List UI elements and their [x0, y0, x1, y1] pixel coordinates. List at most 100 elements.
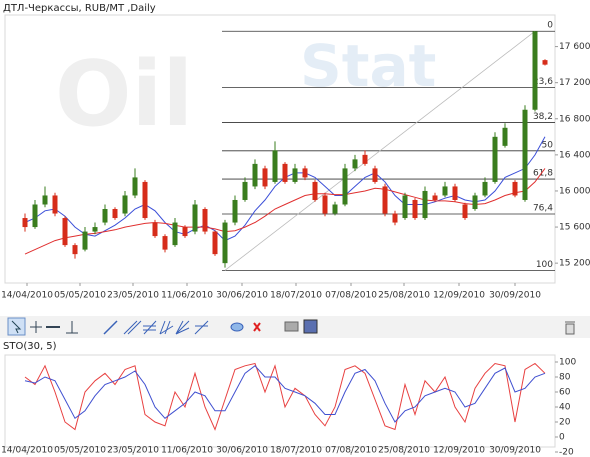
candle-body	[532, 31, 538, 110]
tool-fan[interactable]	[159, 320, 174, 335]
y-tick-label: 17 200	[559, 78, 590, 88]
candle-body	[372, 168, 378, 182]
tool-trash[interactable]	[565, 321, 575, 335]
candle-body	[542, 60, 548, 65]
candle-body	[382, 186, 388, 214]
x-tick-label: 05/05/2010	[54, 291, 106, 301]
candle-body	[112, 209, 118, 219]
candle-body	[272, 150, 278, 182]
fib-label: 100	[536, 260, 553, 270]
fib-label: 61,8	[533, 169, 553, 179]
x-tick-label: 23/05/2010	[107, 446, 159, 456]
x-tick-label: 12/09/2010	[433, 291, 485, 301]
x-tick-label: 18/07/2010	[270, 446, 322, 456]
watermark: Oil Stat	[55, 32, 436, 147]
x-tick-label: 18/07/2010	[270, 291, 322, 301]
x-tick-label: 07/08/2010	[325, 291, 377, 301]
candle-body	[122, 195, 128, 214]
candle-body	[292, 168, 298, 182]
candle-body	[32, 204, 38, 228]
fib-label: 38,2	[533, 112, 553, 122]
tool-arc[interactable]	[194, 320, 209, 335]
y-tick-label: 0	[559, 433, 565, 443]
x-tick-label: 30/06/2010	[216, 446, 268, 456]
x-tick-label: 05/05/2010	[54, 446, 106, 456]
x-tick-label: 25/08/2010	[378, 446, 430, 456]
x-tick-label: 12/09/2010	[433, 446, 485, 456]
tool-fib[interactable]	[143, 320, 157, 335]
candle-body	[402, 195, 408, 219]
candle-body	[142, 181, 148, 219]
x-tick-label: 30/09/2010	[489, 446, 541, 456]
candle-body	[432, 195, 438, 200]
x-tick-label: 30/09/2010	[489, 291, 541, 301]
candle-body	[82, 231, 88, 250]
tool-print[interactable]	[284, 321, 299, 332]
y-tick-label: 17 600	[559, 42, 590, 52]
fib-label: 23,6	[533, 77, 553, 87]
series-line	[24, 136, 546, 242]
candle-body	[262, 168, 268, 187]
plot-frame	[4, 14, 556, 284]
candle-body	[22, 218, 28, 228]
candle-body	[132, 177, 138, 196]
candle-body	[342, 168, 348, 205]
candle-body	[462, 204, 468, 219]
candle-body	[52, 195, 58, 214]
candle-body	[312, 181, 318, 200]
fib-label: 76,4	[533, 203, 553, 213]
watermark-text: Oil	[55, 42, 193, 147]
candle-body	[242, 181, 248, 200]
tool-crosshair[interactable]	[30, 321, 42, 333]
candle-body	[182, 227, 188, 237]
x-tick-label: 11/06/2010	[161, 291, 213, 301]
tool-cursor[interactable]	[7, 317, 26, 336]
toolbar	[0, 316, 590, 338]
candle-body	[102, 209, 108, 223]
candle-body	[522, 109, 528, 200]
candle-body	[162, 236, 168, 250]
y-tick-label: 15 600	[559, 223, 590, 233]
candle-body	[442, 186, 448, 196]
y-tick-label: 15 200	[559, 259, 590, 269]
series-line	[24, 362, 546, 431]
candle-body	[332, 204, 338, 214]
candle-body	[222, 222, 228, 264]
candle-body	[172, 222, 178, 246]
candle-body	[492, 136, 498, 182]
tool-cursor-icon	[11, 320, 22, 334]
candle-body	[302, 168, 308, 178]
x-tick-label: 11/06/2010	[161, 446, 213, 456]
series-line	[24, 168, 546, 255]
y-tick-label: 16 400	[559, 150, 590, 160]
tool-trend[interactable]	[103, 320, 118, 335]
candle-body	[322, 195, 328, 214]
candle-body	[252, 163, 258, 187]
candle-body	[92, 227, 98, 232]
tool-delete[interactable]	[253, 322, 261, 332]
fib-label: 0	[547, 21, 553, 31]
tool-gann[interactable]	[175, 320, 190, 335]
y-tick-label: 100	[559, 358, 576, 368]
candle-body	[232, 199, 238, 223]
candle-body	[512, 181, 518, 196]
x-tick-label: 07/08/2010	[325, 446, 377, 456]
chart-title: ДТЛ-Черкассы, RUB/MT ,Daily	[3, 3, 156, 14]
watermark-text: Stat	[300, 32, 436, 100]
candle-body	[352, 159, 358, 169]
tool-channel[interactable]	[123, 320, 142, 335]
candle-body	[362, 154, 368, 164]
candle-body	[422, 190, 428, 219]
plot-frame	[4, 354, 556, 448]
y-tick-label: 16 000	[559, 186, 590, 196]
candle-body	[72, 245, 78, 255]
tool-text[interactable]	[230, 322, 244, 332]
candle-body	[452, 186, 458, 200]
candle-body	[472, 195, 478, 210]
fib-trendline	[224, 30, 536, 271]
y-tick-label: 80	[559, 373, 571, 383]
tool-save[interactable]	[303, 319, 318, 334]
tool-vline[interactable]	[66, 321, 78, 334]
